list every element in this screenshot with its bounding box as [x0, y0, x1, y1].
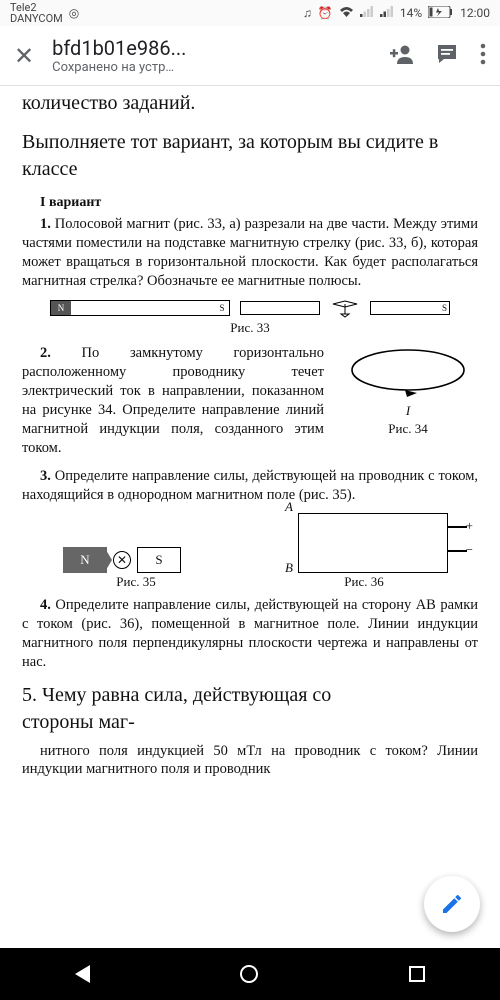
- task3: 3. Определите направление силы, действую…: [22, 467, 478, 505]
- title-block[interactable]: bfd1b01e986... Сохранено на устр…: [52, 36, 390, 75]
- figure-33: N S S: [22, 298, 478, 318]
- headphones-icon: ♫: [303, 6, 312, 20]
- task2-text: 2. По замкнутому горизонтально расположе…: [22, 344, 324, 457]
- more-icon[interactable]: [480, 43, 486, 69]
- fig35-caption: Рис. 35: [116, 574, 155, 590]
- variant-heading: I вариант: [40, 195, 478, 211]
- document-content[interactable]: количество заданий. Выполняете тот вариа…: [0, 86, 500, 946]
- fig33-caption: Рис. 33: [22, 320, 478, 336]
- doc-title: bfd1b01e986...: [52, 36, 390, 60]
- nav-back-icon[interactable]: [75, 965, 90, 983]
- nav-home-icon[interactable]: [240, 965, 258, 983]
- fig-35-36-captions: Рис. 35 Рис. 36: [22, 574, 478, 590]
- clock: 12:00: [460, 6, 490, 20]
- signal2-icon: [380, 6, 394, 20]
- nav-recent-icon[interactable]: [409, 966, 425, 982]
- label-b: B: [285, 560, 293, 576]
- comment-icon[interactable]: [436, 43, 458, 69]
- alarm-icon: ⏰: [318, 6, 333, 20]
- fig36-caption: Рис. 36: [344, 574, 383, 590]
- magnet-s-pole: S: [215, 301, 229, 315]
- wifi-icon: [339, 6, 354, 21]
- appbar-actions: [390, 43, 486, 69]
- doc-subtitle: Сохранено на устр…: [52, 60, 390, 75]
- current-loop-rect: A B + −: [298, 513, 448, 573]
- magnet-half-right: S: [370, 301, 450, 315]
- figure-36: A B + −: [298, 513, 478, 573]
- app-bar: ✕ bfd1b01e986... Сохранено на устр…: [0, 26, 500, 86]
- fig34-caption: Рис. 34: [338, 421, 478, 437]
- question5: 5. Чему равна сила, действующая со сторо…: [22, 682, 478, 736]
- status-left: Tele2 DANYCOM ◎: [10, 2, 79, 24]
- current-label: I: [338, 403, 478, 419]
- location-icon: ◎: [69, 6, 79, 20]
- task2-block: 2. По замкнутому горизонтально расположе…: [22, 344, 478, 457]
- task4: 4. Определите направление силы, действую…: [22, 596, 478, 671]
- question5-cont: нитного поля индукцией 50 мТл на проводн…: [22, 742, 478, 780]
- task1: 1. Полосовой магнит (рис. 33, а) разреза…: [22, 215, 478, 290]
- status-bar: Tele2 DANYCOM ◎ ♫ ⏰ 14% 12:00: [0, 0, 500, 26]
- cutoff-text: количество заданий.: [22, 92, 478, 115]
- magnet-s: S: [137, 547, 181, 573]
- carrier-block: Tele2 DANYCOM: [10, 2, 63, 24]
- magnet-n-pole: N: [51, 301, 71, 315]
- status-right: ♫ ⏰ 14% 12:00: [303, 6, 490, 21]
- figure-35: N ✕ S: [22, 547, 222, 573]
- battery-pct: 14%: [400, 6, 422, 20]
- add-person-icon[interactable]: [390, 43, 414, 69]
- signal1-icon: [360, 6, 374, 20]
- figure-34: I Рис. 34: [338, 344, 478, 437]
- current-into-page-icon: ✕: [113, 551, 131, 569]
- battery-icon: [428, 6, 454, 21]
- magnet-half-left: [240, 301, 320, 315]
- magnet-n: N: [63, 547, 107, 573]
- android-nav-bar: [0, 948, 500, 1000]
- terminal-plus: +: [466, 518, 473, 534]
- figures-35-36: N ✕ S A B + −: [22, 513, 478, 573]
- edit-fab[interactable]: [424, 876, 480, 932]
- instruction: Выполняете тот вариант, за которым вы си…: [22, 129, 478, 183]
- terminal-minus: −: [466, 542, 473, 558]
- label-a: A: [285, 499, 293, 515]
- carrier2: DANYCOM: [10, 13, 63, 24]
- compass-icon: [330, 298, 360, 318]
- close-icon[interactable]: ✕: [14, 42, 34, 70]
- magnet-full: N S: [50, 300, 230, 316]
